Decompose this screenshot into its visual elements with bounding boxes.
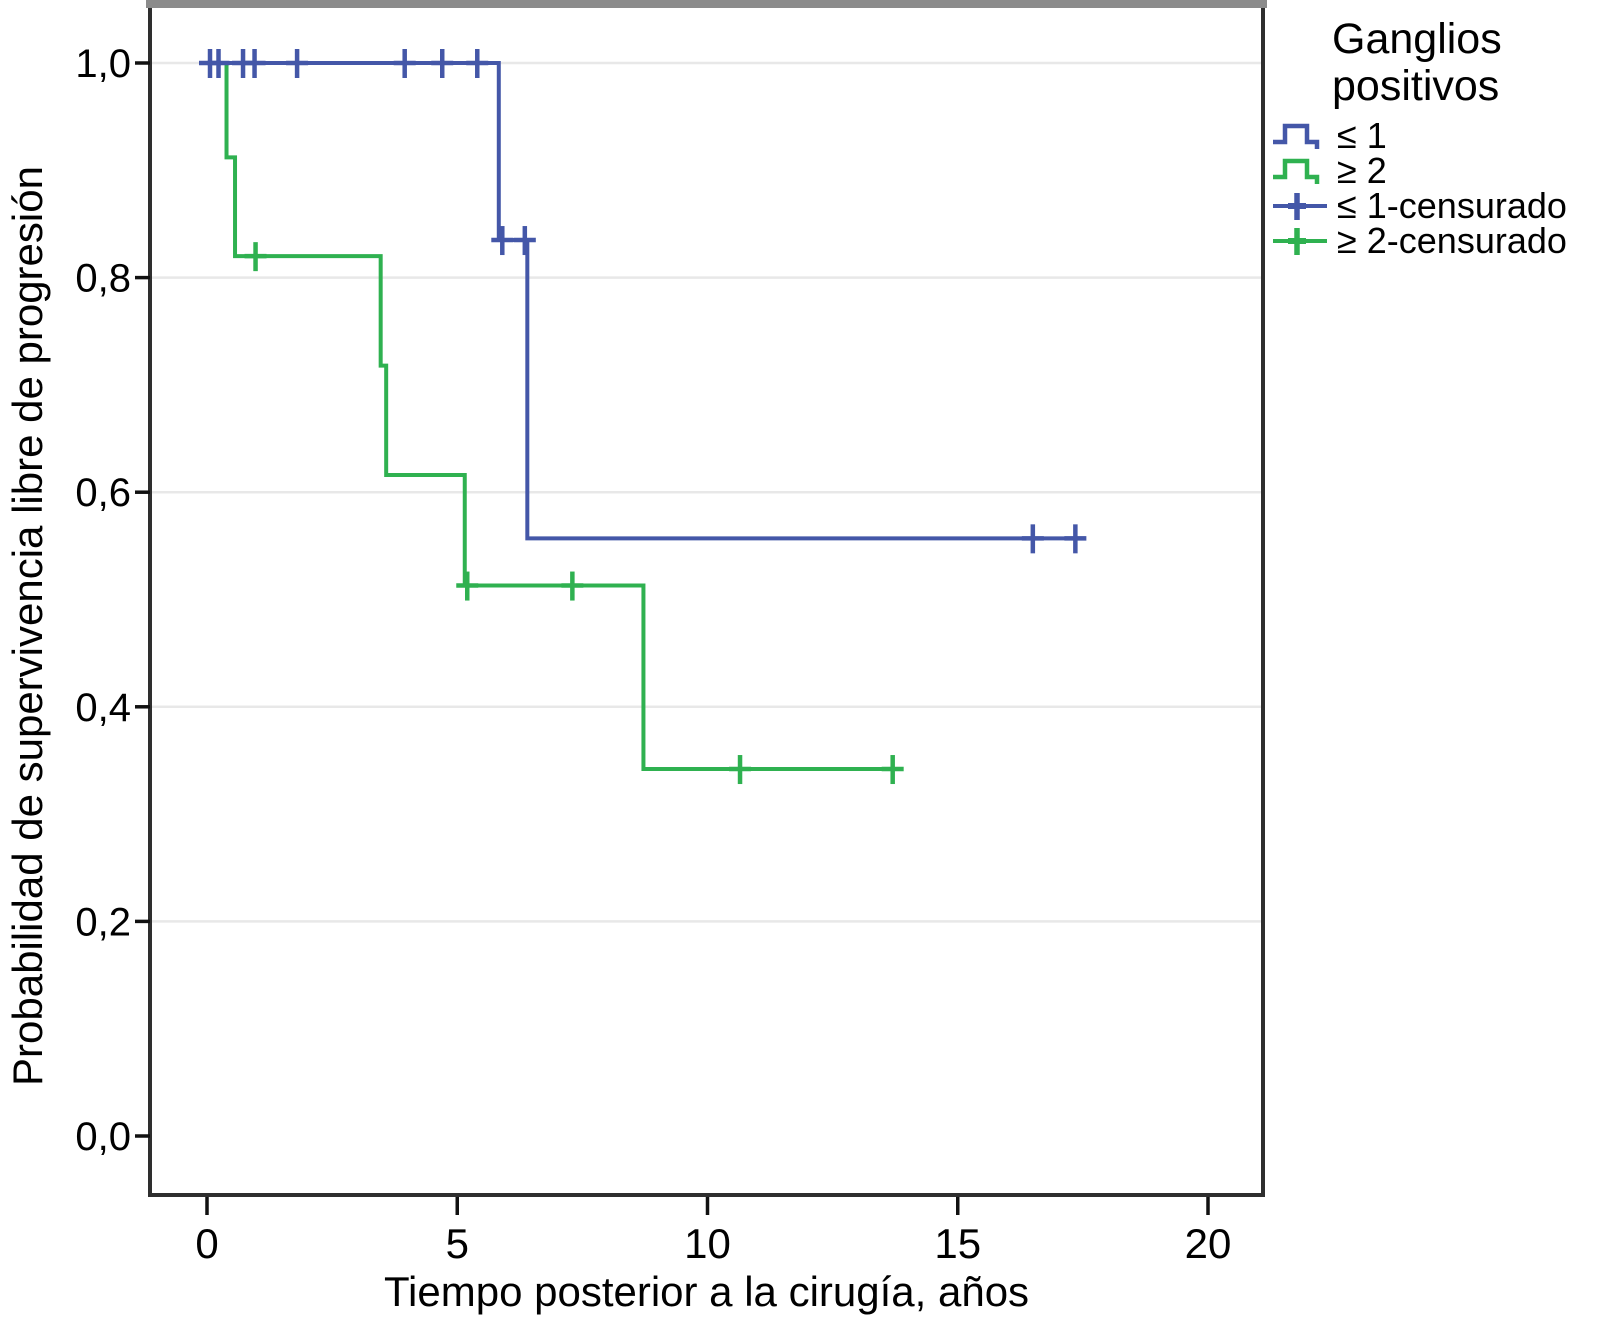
x-axis: 0 5 10 15 20	[195, 1197, 1231, 1267]
y-tick-label: 0,8	[75, 257, 131, 301]
y-axis-title: Probabilidad de supervivencia libre de p…	[4, 166, 51, 1086]
legend-item-le1: ≤ 1	[1272, 115, 1600, 156]
legend-title-line2: positivos	[1332, 62, 1500, 110]
x-tick-label: 0	[195, 1220, 218, 1267]
series-≤ 1	[199, 49, 1087, 554]
legend-item-ge2-censored: ≥ 2-censurado	[1272, 220, 1600, 261]
y-tick-label: 1,0	[75, 42, 131, 86]
legend-title: Ganglios positivos	[1272, 16, 1600, 110]
x-tick-label: 10	[684, 1220, 731, 1267]
x-axis-title: Tiempo posterior a la cirugía, años	[383, 1268, 1030, 1315]
series-≥ 2	[207, 61, 904, 785]
censored-plus-icon	[1273, 192, 1327, 220]
legend-item-label: ≥ 2	[1337, 149, 1387, 191]
y-tick-label: 0,4	[75, 686, 131, 730]
step-line-icon	[1273, 158, 1320, 184]
x-tick-label: 15	[934, 1220, 981, 1267]
step-line-icon	[1273, 123, 1320, 149]
legend-item-ge2: ≥ 2	[1272, 150, 1600, 191]
legend-item-label: ≤ 1-censurado	[1337, 184, 1567, 226]
km-step-line	[207, 61, 901, 772]
y-tick-label: 0,0	[75, 1115, 131, 1159]
legend-item-label: ≥ 2-censurado	[1337, 219, 1567, 261]
censored-plus-icon	[1273, 227, 1327, 255]
legend-item-label: ≤ 1	[1337, 114, 1387, 156]
y-axis: 1,0 0,8 0,6 0,4 0,2 0,0	[75, 42, 150, 1159]
gridlines	[150, 61, 1263, 923]
plot-frame	[148, 3, 1265, 1197]
legend: Ganglios positivos ≤ 1 ≥ 2 ≤ 1-censurado…	[1272, 16, 1600, 261]
x-tick-label: 20	[1185, 1220, 1232, 1267]
legend-item-le1-censored: ≤ 1-censurado	[1272, 185, 1600, 226]
legend-title-line1: Ganglios	[1332, 15, 1502, 63]
x-tick-label: 5	[446, 1220, 469, 1267]
y-tick-label: 0,2	[75, 900, 131, 944]
km-step-line	[207, 61, 1086, 541]
y-tick-label: 0,6	[75, 471, 131, 515]
legend-items: ≤ 1 ≥ 2 ≤ 1-censurado ≥ 2-censurado	[1272, 115, 1600, 261]
